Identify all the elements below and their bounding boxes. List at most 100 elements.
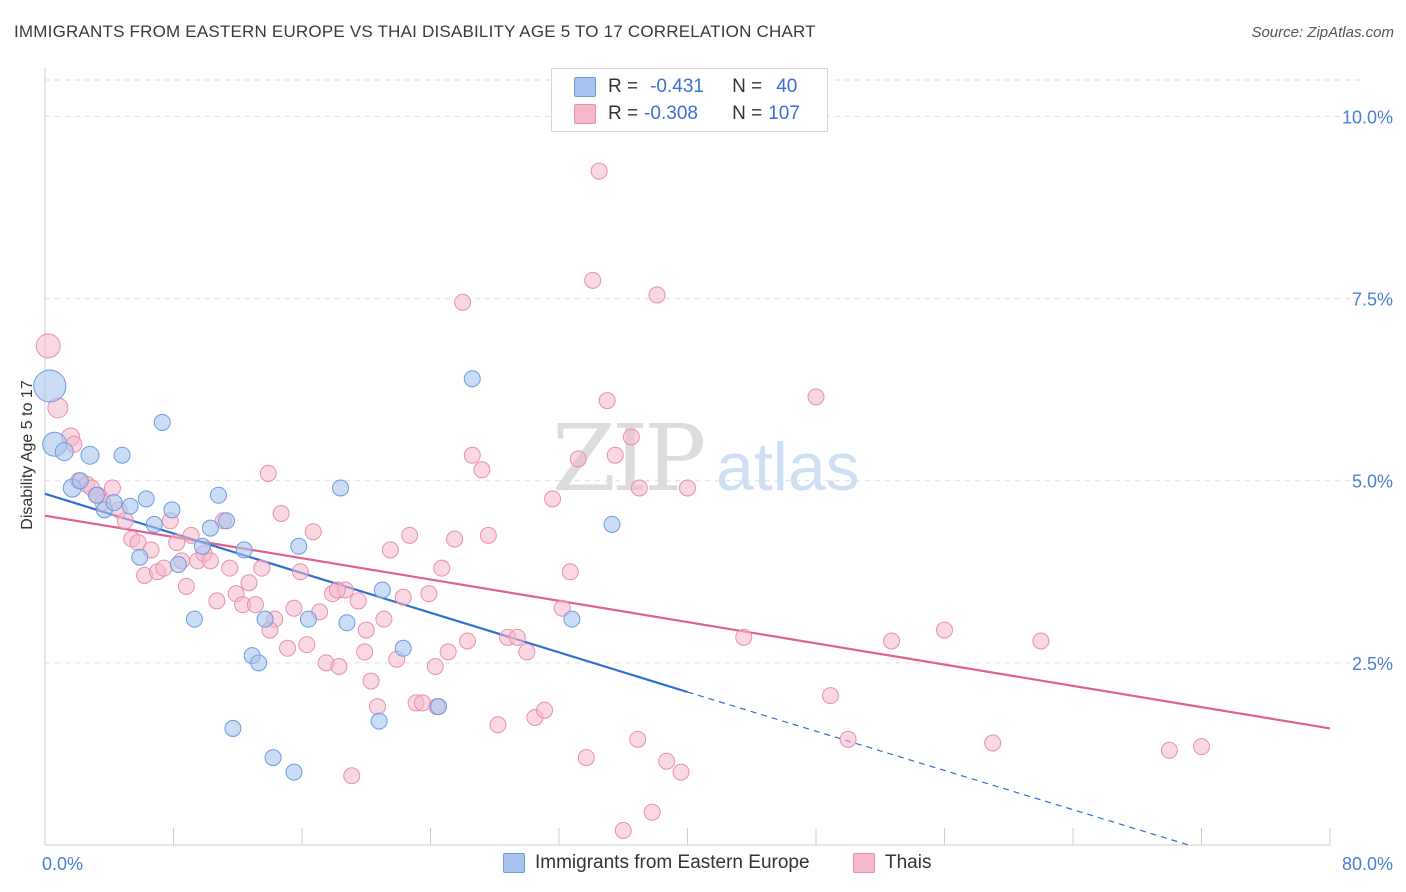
thais-point — [413, 694, 431, 712]
eastern-europe-point — [113, 446, 131, 464]
thais-point — [272, 505, 290, 522]
thais-point — [259, 464, 277, 482]
legend-item-eastern-europe[interactable]: Immigrants from Eastern Europe — [503, 852, 810, 874]
thais-point — [672, 763, 690, 781]
eastern-europe-points — [33, 369, 621, 781]
eastern-europe-point — [603, 515, 621, 533]
eastern-europe-point — [87, 486, 105, 504]
n-label: N = — [732, 103, 763, 124]
thais-point — [420, 585, 438, 603]
thais-point — [439, 643, 457, 661]
eastern-europe-point — [218, 512, 236, 530]
thais-trend-line — [44, 514, 1331, 730]
thais-point — [984, 734, 1002, 752]
thais-point — [679, 479, 696, 497]
y-tick-label: 7.5% — [1352, 290, 1393, 310]
eastern-europe-point — [563, 610, 581, 628]
axes — [44, 68, 1331, 846]
eastern-europe-point — [394, 639, 412, 657]
eastern-europe-point — [290, 537, 308, 555]
thais-point — [368, 698, 386, 716]
eastern-europe-point — [209, 486, 227, 504]
thais-point — [463, 446, 481, 464]
eastern-europe-point — [54, 442, 74, 462]
thais-point — [356, 643, 374, 661]
tick-labels: 2.5% 5.0% 7.5% 10.0% 0.0% 80.0% — [42, 107, 1393, 874]
y-tick-label: 10.0% — [1342, 107, 1393, 127]
r-value: -0.308 — [644, 103, 698, 124]
watermark-atlas: atlas — [716, 429, 860, 505]
pink-swatch — [853, 853, 875, 873]
thais-point — [518, 643, 536, 661]
eastern-europe-point — [299, 610, 317, 628]
eastern-europe-point — [145, 515, 163, 533]
correlation-legend: R = -0.431 N = 40 R = -0.308 N = 107 — [551, 68, 828, 132]
thais-point — [614, 821, 632, 839]
eastern-europe-point — [430, 698, 448, 716]
thais-point — [253, 559, 271, 577]
eastern-europe-point — [256, 610, 274, 628]
eastern-europe-point — [250, 654, 268, 672]
thais-point — [362, 672, 380, 690]
legend-item-thais[interactable]: Thais — [853, 852, 931, 874]
source-label: Source: ZipAtlas.com — [1251, 24, 1394, 41]
x-tick-label: 80.0% — [1342, 854, 1393, 874]
eastern-europe-point — [201, 519, 219, 537]
thais-point — [298, 636, 316, 654]
thais-point — [246, 596, 264, 614]
eastern-europe-point — [185, 610, 203, 628]
thais-point — [561, 563, 579, 581]
thais-point — [116, 512, 134, 530]
thais-point — [177, 577, 195, 595]
thais-point — [328, 581, 346, 599]
r-label: R = — [608, 103, 639, 124]
thais-point — [375, 610, 393, 628]
thais-point — [821, 687, 839, 705]
x-tick-label: 0.0% — [42, 854, 83, 874]
thais-point — [155, 559, 173, 577]
eastern-europe-point — [169, 556, 187, 573]
thais-point — [882, 632, 900, 650]
eastern-europe-point — [153, 413, 171, 431]
eastern-europe-point — [71, 472, 89, 490]
thais-point — [536, 701, 554, 719]
thais-point — [590, 162, 608, 180]
legend-row-pink: R = -0.308 N = 107 — [574, 102, 800, 126]
eastern-europe-trend-line — [44, 492, 688, 694]
eastern-europe-point — [131, 548, 149, 566]
watermark: ZIP atlas — [552, 405, 860, 512]
n-value: 107 — [768, 103, 800, 124]
thais-point — [630, 479, 648, 497]
y-tick-label: 5.0% — [1352, 472, 1393, 492]
thais-point — [735, 628, 753, 646]
r-label: R = — [608, 76, 639, 97]
thais-point — [598, 392, 616, 410]
thais-point — [1032, 632, 1050, 650]
eastern-europe-point — [338, 614, 356, 632]
thais-point — [349, 592, 367, 610]
thais-point — [508, 628, 526, 646]
eastern-europe-point — [463, 370, 481, 388]
thais-point — [304, 523, 322, 541]
eastern-europe-point — [224, 719, 242, 737]
thais-point — [433, 559, 451, 577]
thais-point — [569, 450, 587, 468]
thais-point — [648, 286, 666, 304]
thais-point — [807, 388, 825, 406]
legend-row-blue: R = -0.431 N = 40 — [574, 75, 797, 99]
thais-point — [643, 803, 661, 821]
thais-point — [1193, 738, 1210, 756]
thais-point — [426, 658, 444, 675]
thais-point — [658, 752, 676, 770]
thais-point — [343, 767, 361, 785]
thais-point — [168, 534, 186, 552]
thais-point — [381, 541, 399, 559]
thais-point — [103, 479, 121, 497]
legend-label: Immigrants from Eastern Europe — [535, 852, 810, 873]
eastern-europe-point — [80, 445, 100, 465]
series-legend: Immigrants from Eastern Europe Thais — [0, 852, 1406, 876]
eastern-europe-point — [33, 369, 67, 403]
thais-point — [544, 490, 562, 508]
n-label: N = — [732, 76, 763, 97]
